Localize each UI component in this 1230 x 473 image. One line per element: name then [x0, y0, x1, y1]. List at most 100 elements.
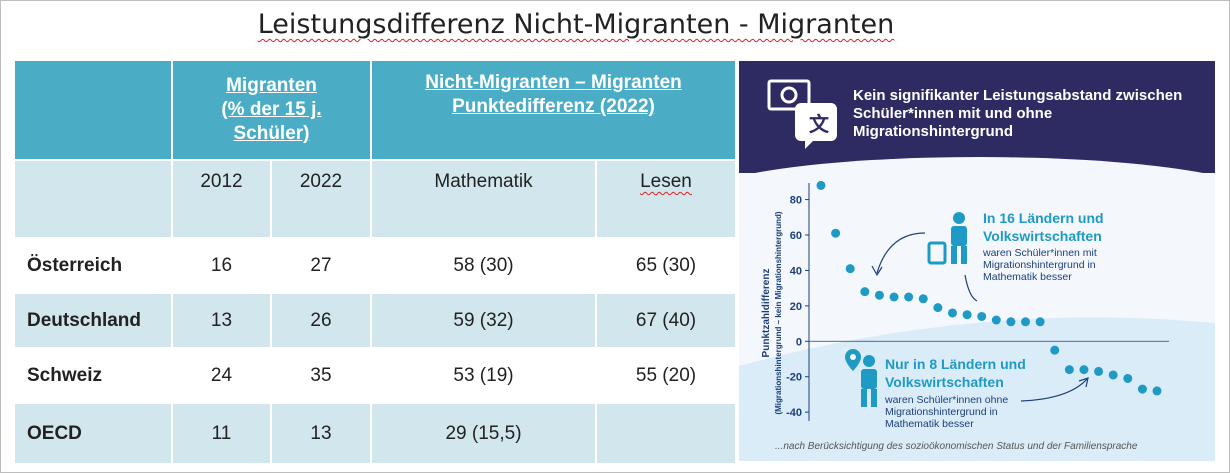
person-luggage-icon	[927, 212, 967, 265]
callout-bottom-arrow	[1020, 378, 1088, 402]
data-point	[977, 311, 987, 321]
data-point	[947, 308, 957, 318]
data-point	[831, 228, 841, 238]
subheader-mathematik: Mathematik	[434, 171, 533, 192]
table-row: OECD 11 13 29 (15,5)	[15, 404, 735, 463]
header-differenz: Nicht-Migranten – Migranten Punktediffer…	[372, 61, 735, 159]
data-point	[816, 180, 826, 190]
data-point	[1050, 345, 1060, 355]
table-row: Schweiz 24 35 53 (19) 55 (20)	[15, 349, 735, 402]
banner-icons: 文	[767, 79, 837, 149]
y-tick-label: 20	[790, 301, 802, 313]
infographic-footnote: ...nach Berücksichtigung des sozioökonom…	[775, 441, 1138, 452]
header-differenz-line: Nicht-Migranten – Migranten	[425, 72, 682, 93]
table-divider	[270, 161, 272, 463]
data-point	[1108, 370, 1118, 380]
y-tick-label: 0	[796, 336, 802, 348]
person-pin-icon	[845, 349, 877, 407]
table-header-row: Migranten (% der 15 j. Schüler) Nicht-Mi…	[15, 61, 735, 159]
header-differenz-line: Punktedifferenz (2022)	[452, 96, 655, 117]
data-point	[874, 290, 884, 300]
callout-top-text-1: waren Schüler*innen mit	[982, 247, 1097, 259]
scatter-chart: 80 60 40 20 0 -20 -40 Punktzahldifferenz (Migr…	[739, 180, 1215, 461]
y-axis-sublabel: (Migrationshintergrund – kein Migrations…	[774, 211, 783, 414]
callout-top-text-3: Mathematik besser	[983, 271, 1072, 283]
subheader-lesen: Lesen	[597, 161, 735, 237]
country-cell: Österreich	[27, 254, 123, 276]
header-migranten-line: Migranten	[226, 75, 317, 96]
data-point	[904, 292, 914, 302]
y-tick-label: -20	[786, 372, 802, 384]
y-tick-label: 40	[790, 265, 802, 277]
header-empty-cell	[15, 61, 171, 159]
comparison-table: Migranten (% der 15 j. Schüler) Nicht-Mi…	[15, 61, 735, 463]
data-point	[1021, 317, 1031, 327]
banner-title: Kein signifikanter Leistungsabstand zwis…	[853, 87, 1183, 140]
table-row: Österreich 16 27 58 (30) 65 (30)	[15, 239, 735, 292]
value-2012-cell: 16	[210, 254, 233, 276]
y-axis: 80 60 40 20 0 -20 -40	[786, 183, 1169, 421]
value-2022-cell: 13	[310, 422, 332, 444]
country-cell: Deutschland	[27, 309, 142, 331]
data-point	[1123, 373, 1133, 383]
subheader-2012: 2012	[200, 171, 243, 192]
country-cell: OECD	[27, 422, 82, 444]
table-subheader-row: 2012 2022 Mathematik Lesen	[15, 161, 735, 237]
money-icon	[767, 79, 811, 111]
data-point	[1094, 366, 1104, 376]
data-point	[1035, 317, 1045, 327]
value-2012-cell: 13	[210, 309, 233, 331]
page-title: Leistungsdifferenz Nicht-Migranten - Mig…	[257, 9, 895, 40]
data-point	[1064, 365, 1074, 375]
y-tick-label: 60	[790, 230, 802, 242]
subheader-2022: 2022	[299, 171, 343, 192]
data-point	[1152, 386, 1162, 396]
read-cell: 67 (40)	[635, 309, 697, 331]
table-divider	[171, 61, 173, 463]
read-cell	[597, 404, 735, 463]
infographic-panel: 文 Kein signifikanter Leistungsabstand zw…	[739, 61, 1215, 461]
value-2022-cell: 26	[310, 309, 332, 331]
callout-bottom-bold-2: Volkswirtschaften	[885, 374, 1004, 390]
callout-top-arrowhead	[871, 265, 883, 277]
data-point	[889, 292, 899, 302]
svg-text:文: 文	[809, 112, 830, 136]
data-points	[816, 180, 1162, 396]
math-cell: 59 (32)	[453, 309, 514, 331]
value-2012-cell: 11	[211, 422, 232, 444]
callout-top-bold-2: Volkswirtschaften	[983, 228, 1102, 244]
read-cell: 65 (30)	[635, 254, 697, 276]
table-row: Deutschland 13 26 59 (32) 67 (40)	[15, 294, 735, 347]
y-tick-label: 80	[790, 195, 802, 207]
data-point	[933, 303, 943, 313]
callout-bottom-text-1: waren Schüler*innen ohne	[884, 394, 1008, 406]
value-2022-cell: 27	[310, 254, 332, 276]
subheader-lesen-text: Lesen	[640, 171, 692, 192]
callout-top-arrow	[876, 232, 926, 274]
callout-top-arrow-2	[964, 274, 978, 302]
header-migranten-line: Schüler)	[233, 123, 310, 144]
banner-curve	[739, 157, 1215, 197]
data-point	[991, 315, 1001, 325]
table-divider	[595, 161, 597, 463]
data-point	[860, 287, 870, 297]
header-migranten-line: (% der 15 j.	[221, 99, 322, 120]
data-point	[1079, 365, 1089, 375]
read-cell: 55 (20)	[635, 364, 697, 386]
header-migranten: Migranten (% der 15 j. Schüler)	[173, 61, 370, 159]
value-2022-cell: 35	[310, 364, 332, 386]
country-cell: Schweiz	[27, 364, 102, 386]
data-point	[1137, 384, 1147, 394]
y-axis-label: Punktzahldifferenz	[761, 269, 772, 358]
callout-bottom-text-2: Migrationshintergrund in	[885, 406, 998, 418]
value-2012-cell: 24	[210, 364, 233, 386]
data-point	[1006, 317, 1016, 327]
y-tick-label: -40	[786, 407, 802, 419]
data-point	[962, 310, 972, 320]
callout-top-bold-1: In 16 Ländern und	[983, 210, 1104, 226]
math-cell: 53 (19)	[453, 364, 514, 386]
math-cell: 58 (30)	[453, 254, 514, 276]
callout-top-text-2: Migrationshintergrund in	[983, 259, 1096, 271]
callout-bottom-text-3: Mathematik besser	[885, 418, 974, 430]
